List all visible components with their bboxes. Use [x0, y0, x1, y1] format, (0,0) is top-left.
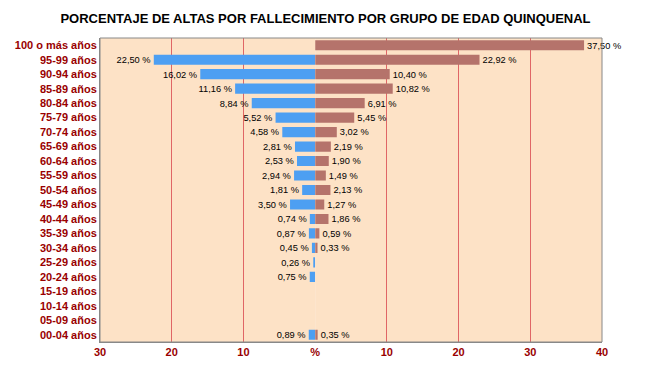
svg-text:20: 20: [166, 346, 178, 358]
svg-text:20-24 años: 20-24 años: [40, 271, 97, 283]
svg-text:0,75 %: 0,75 %: [278, 272, 307, 282]
svg-text:10,82 %: 10,82 %: [396, 84, 430, 94]
svg-text:60-64 años: 60-64 años: [40, 155, 97, 167]
svg-text:0,74 %: 0,74 %: [278, 214, 307, 224]
svg-text:75-79 años: 75-79 años: [40, 111, 97, 123]
svg-text:50-54 años: 50-54 años: [40, 184, 97, 196]
svg-text:15-19 años: 15-19 años: [40, 285, 97, 297]
svg-text:10: 10: [237, 346, 249, 358]
svg-text:80-84 años: 80-84 años: [40, 97, 97, 109]
svg-text:2,19 %: 2,19 %: [334, 142, 363, 152]
svg-text:PORCENTAJE DE ALTAS POR FALLEC: PORCENTAJE DE ALTAS POR FALLECIMIENTO PO…: [60, 11, 590, 26]
svg-text:40: 40: [596, 346, 608, 358]
svg-text:30: 30: [94, 346, 106, 358]
svg-text:16,02 %: 16,02 %: [163, 70, 197, 80]
svg-text:100 o más años: 100 o más años: [15, 39, 97, 51]
svg-text:20: 20: [452, 346, 464, 358]
svg-text:10,40 %: 10,40 %: [393, 70, 427, 80]
svg-text:5,45 %: 5,45 %: [357, 113, 386, 123]
svg-text:90-94 años: 90-94 años: [40, 68, 97, 80]
svg-text:70-74 años: 70-74 años: [40, 126, 97, 138]
svg-text:4,58 %: 4,58 %: [250, 127, 279, 137]
svg-text:0,33 %: 0,33 %: [321, 243, 350, 253]
svg-text:85-89 años: 85-89 años: [40, 83, 97, 95]
svg-text:10: 10: [381, 346, 393, 358]
svg-text:22,50 %: 22,50 %: [117, 55, 151, 65]
svg-text:3,50 %: 3,50 %: [258, 200, 287, 210]
svg-text:1,27 %: 1,27 %: [327, 200, 356, 210]
svg-text:40-44 años: 40-44 años: [40, 213, 97, 225]
svg-text:1,81 %: 1,81 %: [270, 185, 299, 195]
svg-text:3,02 %: 3,02 %: [340, 127, 369, 137]
svg-text:2,13 %: 2,13 %: [333, 185, 362, 195]
svg-text:2,81 %: 2,81 %: [263, 142, 292, 152]
svg-text:25-29 años: 25-29 años: [40, 256, 97, 268]
svg-text:30: 30: [524, 346, 536, 358]
svg-text:0,87 %: 0,87 %: [277, 229, 306, 239]
svg-text:37,50 %: 37,50 %: [587, 41, 621, 51]
svg-text:2,94 %: 2,94 %: [262, 171, 291, 181]
svg-text:65-69 años: 65-69 años: [40, 140, 97, 152]
svg-text:1,90 %: 1,90 %: [332, 156, 361, 166]
svg-text:1,49 %: 1,49 %: [329, 171, 358, 181]
svg-text:5,52 %: 5,52 %: [243, 113, 272, 123]
svg-text:05-09 años: 05-09 años: [40, 314, 97, 326]
svg-text:2,53 %: 2,53 %: [265, 156, 294, 166]
svg-text:45-49 años: 45-49 años: [40, 198, 97, 210]
svg-text:8,84 %: 8,84 %: [220, 99, 249, 109]
svg-text:0,89 %: 0,89 %: [277, 330, 306, 340]
svg-text:0,26 %: 0,26 %: [281, 258, 310, 268]
svg-text:22,92 %: 22,92 %: [483, 55, 517, 65]
svg-text:1,86 %: 1,86 %: [332, 214, 361, 224]
svg-text:0,35 %: 0,35 %: [321, 330, 350, 340]
svg-text:0,59 %: 0,59 %: [322, 229, 351, 239]
svg-text:30-34 años: 30-34 años: [40, 242, 97, 254]
svg-text:10-14 años: 10-14 años: [40, 300, 97, 312]
svg-text:6,91 %: 6,91 %: [368, 99, 397, 109]
svg-text:%: %: [310, 346, 320, 358]
svg-text:95-99 años: 95-99 años: [40, 54, 97, 66]
svg-text:0,45 %: 0,45 %: [280, 243, 309, 253]
svg-text:35-39 años: 35-39 años: [40, 227, 97, 239]
svg-text:00-04 años: 00-04 años: [40, 329, 97, 341]
svg-text:11,16 %: 11,16 %: [199, 84, 232, 94]
svg-text:55-59 años: 55-59 años: [40, 169, 97, 181]
